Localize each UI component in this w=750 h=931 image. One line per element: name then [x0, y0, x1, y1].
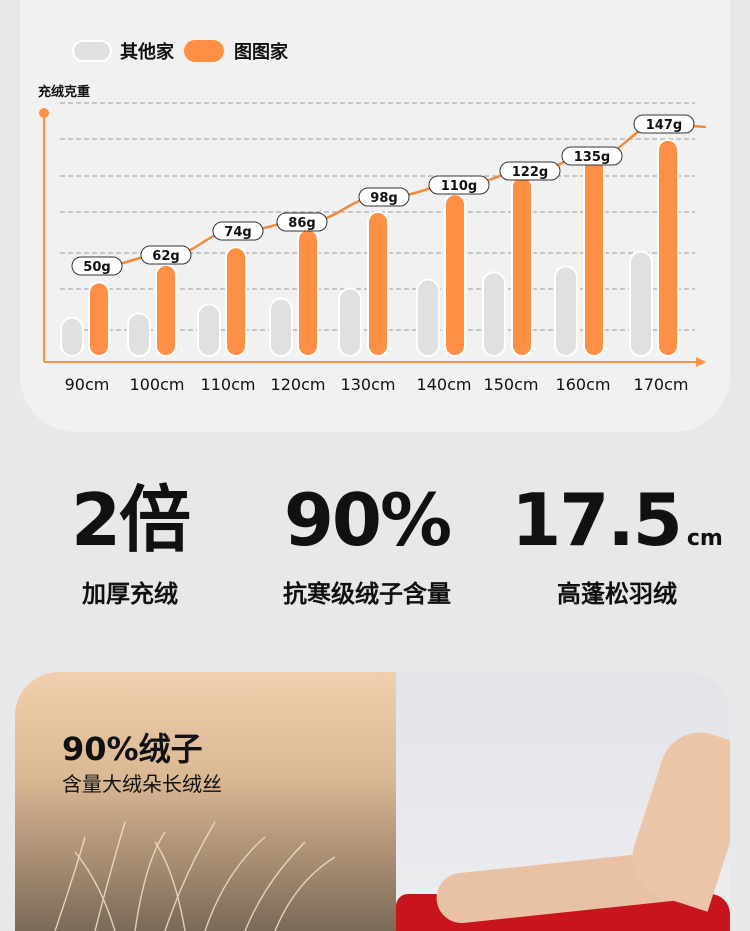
- data-label-pill: [71, 256, 123, 276]
- stat-value: 2倍: [70, 478, 191, 562]
- data-label: 98g: [370, 191, 397, 206]
- x-tick-label: 170cm: [634, 375, 689, 394]
- bar-chart: 充绒克重 90cm 100cm 110cm 120cm 130cm 140cm 150cm 16…: [38, 84, 707, 394]
- bar-tutu: [444, 193, 466, 357]
- bar-others: [127, 312, 151, 357]
- stat-value: 17.5: [511, 478, 683, 562]
- stat-label: 抗寒级绒子含量: [283, 580, 451, 608]
- bar-tutu: [583, 156, 605, 357]
- data-label: 147g: [646, 118, 682, 133]
- stat-unit: cm: [686, 526, 723, 551]
- x-tick-label: 100cm: [130, 375, 185, 394]
- wheat-illustration: [54, 821, 336, 931]
- stat-thickness: 2倍 加厚充绒: [71, 484, 191, 609]
- bar-others: [416, 278, 440, 357]
- bar-tutu: [367, 210, 389, 357]
- data-label-pill: [212, 221, 264, 241]
- bar-tutu: [155, 263, 177, 357]
- legend-swatch-gray: [72, 40, 112, 62]
- y-axis-label: 充绒克重: [38, 84, 90, 100]
- data-label-pill: [140, 245, 192, 265]
- data-label: 50g: [83, 260, 110, 275]
- data-label-pill: [499, 161, 561, 181]
- legend-swatch-orange: [184, 40, 224, 62]
- stat-down-content: 90% 抗寒级绒子含量: [283, 484, 452, 609]
- x-tick-label: 160cm: [556, 375, 611, 394]
- feature-subtitle: 含量大绒朵长绒丝: [62, 772, 222, 796]
- feature-image-wheat: 90%绒子 含量大绒朵长绒丝: [15, 672, 396, 931]
- x-tick-label: 150cm: [484, 375, 539, 394]
- bar-tutu: [88, 281, 110, 357]
- bar-others: [338, 287, 362, 358]
- data-label: 62g: [152, 249, 179, 264]
- data-label-pill: [358, 187, 410, 207]
- bar-others: [554, 265, 578, 357]
- legend-label: 其他家: [120, 42, 174, 63]
- bar-others: [269, 297, 293, 358]
- data-label-pill: [561, 146, 623, 166]
- x-tick-label: 120cm: [271, 375, 326, 394]
- legend-item-tutu: 图图家: [184, 38, 288, 64]
- data-label: 135g: [574, 150, 610, 165]
- bar-tutu: [657, 138, 679, 357]
- data-label-pill: [633, 114, 695, 134]
- data-label: 122g: [512, 165, 548, 180]
- stat-value: 90%: [283, 478, 452, 562]
- x-tick-label: 130cm: [341, 375, 396, 394]
- bar-tutu: [297, 228, 319, 357]
- data-label: 86g: [288, 216, 315, 231]
- feature-image-hand: [396, 672, 730, 931]
- data-label-pill: [428, 175, 490, 195]
- feature-title: 90%绒子: [62, 730, 203, 768]
- x-tick-label: 140cm: [417, 375, 472, 394]
- data-label: 74g: [224, 225, 251, 240]
- bar-others: [482, 271, 506, 357]
- stat-label: 高蓬松羽绒: [557, 580, 677, 608]
- data-label-pill: [276, 212, 328, 232]
- bar-others: [197, 303, 221, 357]
- y-axis-dot: [39, 108, 49, 118]
- x-tick-label: 90cm: [65, 375, 110, 394]
- data-label: 110g: [441, 179, 477, 194]
- bar-tutu: [225, 246, 247, 357]
- stat-loft: 17.5 cm 高蓬松羽绒: [511, 484, 723, 609]
- stat-label: 加厚充绒: [81, 580, 178, 608]
- x-tick-label: 110cm: [201, 375, 256, 394]
- bar-others: [629, 250, 653, 358]
- bar-tutu: [511, 175, 533, 357]
- x-axis-arrow: [696, 357, 706, 367]
- legend-label: 图图家: [234, 42, 288, 63]
- legend-item-others: 其他家: [72, 38, 174, 64]
- bar-others: [60, 316, 84, 357]
